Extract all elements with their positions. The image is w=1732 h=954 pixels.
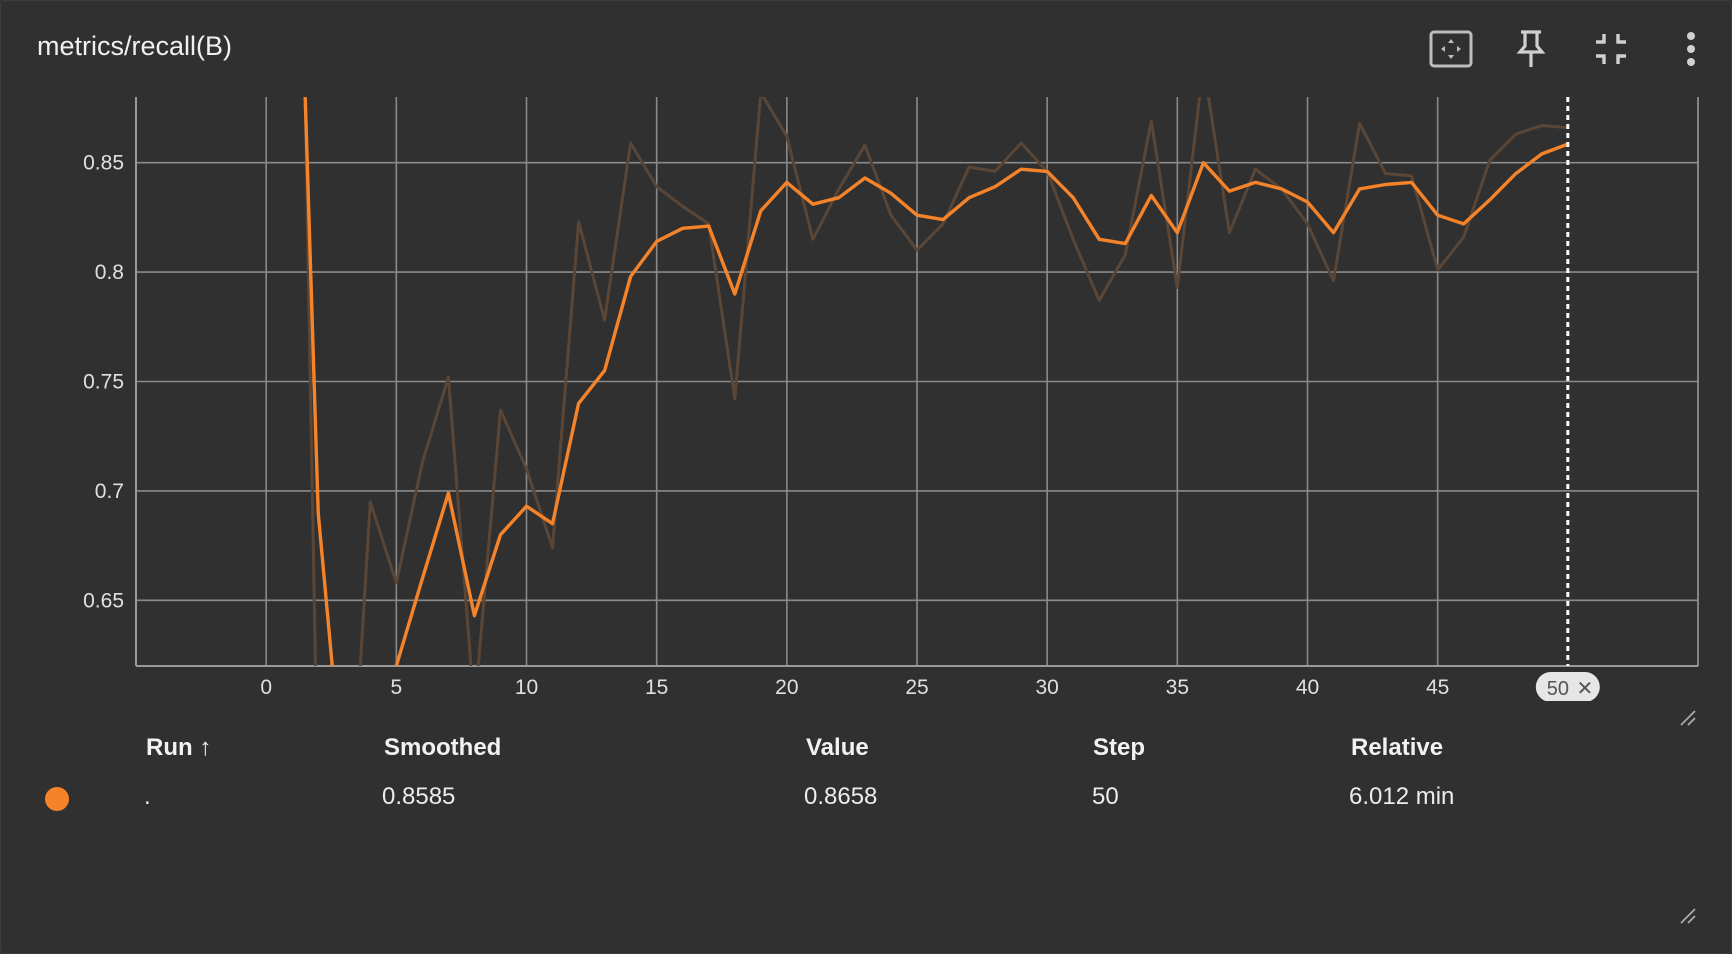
step-cursor-chip[interactable]: [1535, 672, 1600, 701]
x-tick-label: 45: [1426, 676, 1449, 699]
step-cursor-label: 50: [1547, 678, 1569, 700]
pin-button[interactable]: [1507, 25, 1555, 73]
x-tick-label: 40: [1296, 676, 1319, 699]
fit-to-data-button[interactable]: [1427, 25, 1475, 73]
cell-relative: 6.012 min: [1349, 783, 1455, 810]
header-relative: Relative: [1351, 734, 1444, 761]
line-chart[interactable]: 0 5 10 15 20 25 30 35 40 45 0.65 0.7 0.75 0.8 0.85 50 ✕: [1, 1, 1731, 701]
header-value: Value: [806, 734, 869, 761]
cell-step: 50: [1092, 783, 1119, 810]
chart-resize-handle[interactable]: [1679, 709, 1697, 727]
smoothed-series-line: [303, 97, 1569, 666]
header-step: Step: [1093, 734, 1146, 761]
more-options-button[interactable]: [1667, 25, 1715, 73]
y-tick-label: 0.85: [83, 152, 124, 175]
x-tick-label: 15: [645, 676, 668, 699]
cell-run: .: [144, 783, 151, 810]
y-tick-label: 0.65: [83, 589, 124, 612]
pin-icon: [1516, 30, 1546, 67]
more-vert-icon: [1687, 32, 1695, 66]
y-tick-label: 0.75: [83, 371, 124, 394]
x-tick-label: 25: [905, 676, 928, 699]
x-tick-label: 20: [775, 676, 798, 699]
fit-to-data-icon: [1429, 30, 1473, 68]
cell-value: 0.8658: [804, 783, 878, 810]
x-tick-label: 5: [390, 676, 402, 699]
x-tick-label: 10: [515, 676, 538, 699]
header-smoothed: Smoothed: [384, 734, 502, 761]
cell-smoothed: 0.8585: [382, 783, 456, 810]
card-resize-handle[interactable]: [1679, 907, 1697, 925]
x-tick-label: 35: [1166, 676, 1189, 699]
x-tick-label: 0: [260, 676, 272, 699]
collapse-button[interactable]: [1587, 25, 1635, 73]
collapse-icon: [1596, 34, 1626, 64]
y-tick-label: 0.7: [95, 480, 124, 503]
run-color-dot: [45, 787, 69, 811]
x-tick-label: 30: [1035, 676, 1058, 699]
y-tick-label: 0.8: [95, 261, 124, 284]
raw-series-line: [303, 97, 1568, 666]
card-title: metrics/recall(B): [37, 31, 233, 61]
close-icon[interactable]: ✕: [1576, 678, 1593, 700]
header-run[interactable]: Run ↑: [146, 734, 212, 761]
